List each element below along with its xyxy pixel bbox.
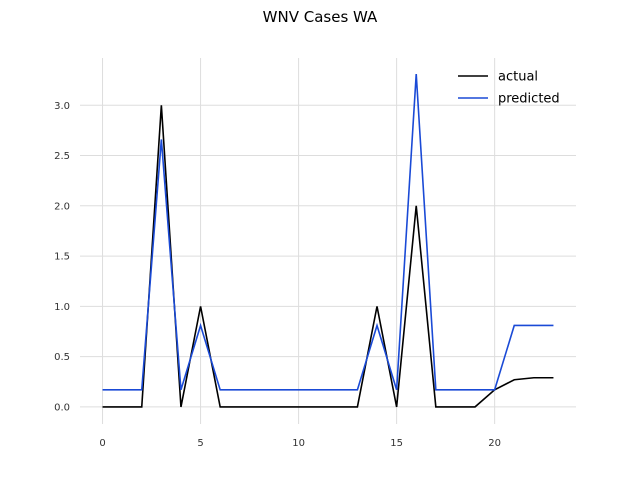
x-tick-label: 0 <box>99 438 105 449</box>
legend-label-actual: actual <box>498 70 538 85</box>
y-tick-label: 0.0 <box>54 402 70 413</box>
y-tick-label: 1.5 <box>54 252 70 263</box>
series-line-predicted <box>102 74 554 391</box>
x-axis-tick-labels: 0 5 10 15 20 <box>99 438 501 449</box>
y-tick-label: 3.0 <box>54 101 70 112</box>
y-axis-tick-labels: 0.0 0.5 1.0 1.5 2.0 2.5 3.0 <box>54 101 70 414</box>
series-lines <box>102 74 554 408</box>
x-tick-label: 20 <box>488 438 501 449</box>
legend: actual predicted <box>458 70 560 107</box>
x-grid <box>102 58 496 424</box>
y-tick-label: 2.5 <box>54 151 70 162</box>
legend-label-predicted: predicted <box>498 92 560 107</box>
y-grid <box>80 104 576 408</box>
x-tick-label: 10 <box>292 438 305 449</box>
chart-title: WNV Cases WA <box>263 8 378 26</box>
x-tick-label: 15 <box>390 438 403 449</box>
y-tick-label: 1.0 <box>54 302 70 313</box>
x-tick-label: 5 <box>197 438 203 449</box>
y-tick-label: 0.5 <box>54 352 70 363</box>
y-tick-label: 2.0 <box>54 201 70 212</box>
